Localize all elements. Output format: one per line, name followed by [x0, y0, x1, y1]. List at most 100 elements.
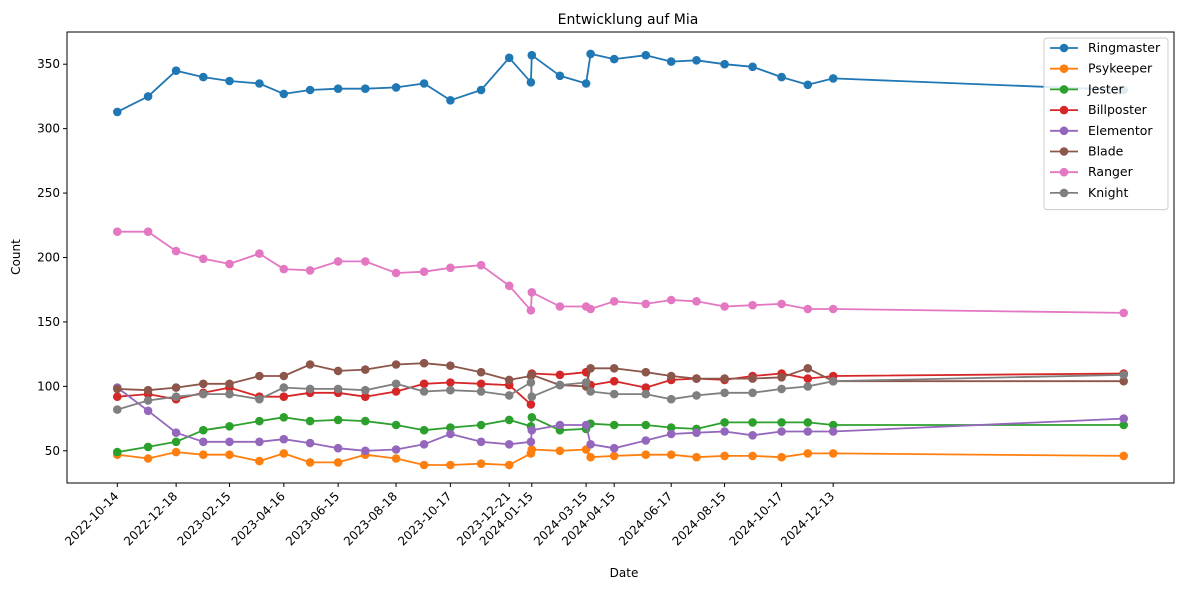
series-lines — [113, 49, 1128, 470]
data-point — [199, 254, 208, 264]
data-point — [803, 427, 813, 436]
series-line — [117, 448, 1124, 466]
data-point — [1119, 414, 1128, 423]
data-point — [419, 387, 429, 396]
data-point — [526, 78, 536, 87]
data-point — [692, 452, 701, 462]
data-point — [361, 365, 370, 374]
x-axis-label: Date — [610, 566, 639, 580]
data-point — [446, 460, 455, 470]
data-point — [692, 428, 701, 438]
data-point — [748, 431, 757, 440]
data-point — [255, 249, 264, 258]
data-point — [609, 451, 619, 461]
data-point — [171, 437, 181, 447]
data-point — [641, 383, 651, 392]
data-point — [720, 388, 729, 398]
series-line — [117, 416, 1124, 453]
data-point — [305, 360, 315, 369]
data-point — [777, 418, 786, 427]
data-point — [279, 371, 289, 381]
y-tick-label: 150 — [37, 315, 60, 329]
data-point — [581, 79, 591, 88]
data-point — [720, 451, 729, 461]
data-point — [526, 306, 536, 315]
legend-item: Ranger — [1050, 164, 1134, 179]
data-point — [279, 264, 289, 274]
data-point — [748, 418, 757, 427]
data-point — [609, 420, 619, 430]
data-point — [777, 373, 786, 382]
legend-label: Elementor — [1088, 123, 1153, 138]
data-point — [391, 83, 401, 92]
data-point — [225, 389, 234, 399]
data-point — [526, 437, 536, 447]
data-point — [586, 452, 595, 462]
data-point — [609, 364, 619, 373]
series-line — [117, 373, 1124, 411]
legend-marker — [1059, 188, 1069, 198]
data-point — [777, 427, 786, 436]
data-point — [1119, 451, 1128, 461]
data-point — [113, 392, 122, 402]
data-point — [641, 299, 651, 309]
data-point — [1119, 370, 1128, 380]
data-point — [803, 304, 813, 314]
data-point — [476, 379, 486, 389]
data-point — [419, 358, 429, 368]
data-point — [225, 76, 234, 86]
data-point — [666, 295, 676, 305]
legend-item: Blade — [1050, 144, 1124, 159]
data-point — [803, 364, 813, 373]
data-point — [641, 420, 651, 430]
data-point — [777, 72, 786, 82]
data-point — [692, 374, 701, 383]
y-tick-label: 300 — [37, 122, 60, 136]
legend-marker — [1059, 126, 1069, 136]
data-point — [171, 392, 181, 402]
data-point — [586, 49, 595, 59]
legend-marker — [1059, 147, 1069, 156]
series-line — [117, 230, 1124, 314]
data-point — [391, 387, 401, 396]
legend-label: Blade — [1088, 144, 1124, 159]
data-point — [748, 300, 757, 310]
legend-marker — [1059, 167, 1069, 177]
data-point — [641, 367, 651, 377]
data-point — [748, 62, 757, 72]
data-point — [1119, 308, 1128, 318]
data-point — [609, 389, 619, 399]
data-point — [171, 428, 181, 438]
data-point — [419, 379, 429, 389]
legend-item: Jester — [1050, 81, 1124, 96]
data-point — [748, 451, 757, 461]
data-point — [199, 450, 208, 460]
data-point — [720, 418, 729, 427]
data-point — [748, 388, 757, 398]
data-point — [828, 304, 838, 314]
y-axis: 50 100 150 200 250 300 350 — [37, 57, 67, 458]
legend-marker — [1059, 85, 1069, 94]
data-point — [476, 85, 486, 95]
data-point — [828, 427, 838, 436]
legend-item: Billposter — [1050, 102, 1148, 117]
data-point — [171, 246, 181, 256]
data-point — [446, 378, 455, 387]
data-point — [748, 374, 757, 383]
series-knight — [113, 370, 1128, 414]
data-point — [555, 302, 565, 311]
data-point — [581, 378, 591, 387]
data-point — [305, 384, 315, 394]
data-point — [446, 96, 455, 105]
data-point — [692, 297, 701, 306]
data-point — [555, 370, 565, 380]
y-tick-label: 50 — [45, 444, 60, 458]
data-point — [333, 84, 343, 93]
legend-label: Psykeeper — [1088, 61, 1153, 76]
legend: Ringmaster Psykeeper Jester Billposter Eleme… — [1043, 37, 1169, 211]
data-point — [225, 259, 234, 269]
data-point — [527, 445, 537, 454]
data-point — [113, 107, 122, 117]
data-point — [446, 423, 455, 432]
